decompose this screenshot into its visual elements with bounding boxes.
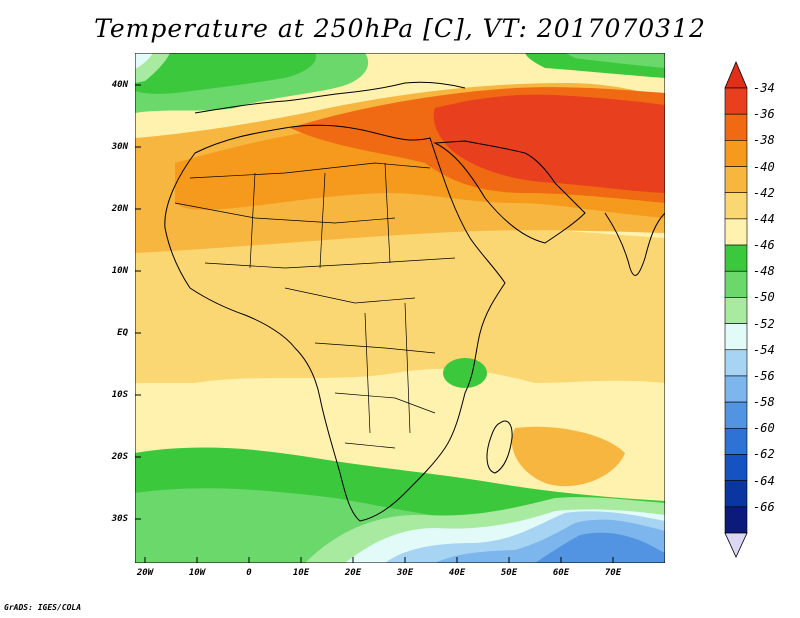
temperature-map [135,53,665,563]
colorbar-swatch [724,480,748,508]
colorbar-swatch [724,427,748,455]
lon-tick-70e: 70E [604,568,622,578]
field-band-40-south [511,426,625,487]
country-borders [174,162,456,449]
colorbar-swatch [724,297,748,324]
lon-tick-10w: 10W [188,568,206,578]
colorbar-swatch [724,323,748,351]
colorbar-swatch [724,401,748,429]
colorbar-label: -44 [753,211,775,226]
colorbar-label: -42 [753,185,775,200]
colorbar-swatch [724,87,748,115]
colorbar-label: -48 [753,264,775,279]
field-band-42 [135,227,665,383]
lat-tick-30s: 30S [111,514,128,524]
colorbar-label: -56 [753,368,775,383]
lon-tick-40e: 40E [448,568,466,578]
colorbar-overflow-triangle [724,60,748,89]
colorbar [724,60,748,558]
lon-tick-10e: 10E [292,568,310,578]
colorbar-label: -64 [753,473,775,488]
colorbar-swatch [724,218,748,246]
colorbar-swatch [724,140,748,167]
colorbar-swatch [724,506,748,534]
india-coastline [604,212,665,276]
field-south-58 [535,532,665,563]
colorbar-label: -36 [753,107,775,122]
colorbar-label: -40 [753,159,775,174]
field-northeast-48 [565,53,665,68]
lat-tick-eq: EQ [117,328,128,338]
colorbar-label: -38 [753,133,775,148]
coastlines [164,81,665,522]
colorbar-label: -52 [753,316,775,331]
field-north-46 [135,53,316,94]
colorbar-swatch [724,375,748,403]
colorbar-label: -62 [753,447,775,462]
colorbar-swatch [724,349,748,377]
lat-tick-20n: 20N [111,204,128,214]
colorbar-label: -58 [753,395,775,410]
colorbar-swatch [724,166,748,194]
lat-tick-40n: 40N [111,80,128,90]
lat-tick-20s: 20S [111,452,128,462]
lon-tick-30e: 30E [396,568,414,578]
footer-credit: GrADS: IGES/COLA [4,603,82,612]
lat-tick-30n: 30N [111,142,128,152]
axis-ticks [135,84,614,563]
colorbar-swatch [724,192,748,220]
colorbar-label: -60 [753,421,775,436]
lon-tick-60e: 60E [552,568,570,578]
colorbar-label: -66 [753,499,775,514]
colorbar-swatch [724,454,748,481]
lat-tick-10n: 10N [111,266,128,276]
madagascar-coastline [486,420,513,474]
lon-tick-20w: 20W [136,568,154,578]
colorbar-swatch [724,270,748,298]
lon-tick-20e: 20E [344,568,362,578]
colorbar-label: -46 [753,238,775,253]
colorbar-label: -34 [753,81,775,95]
colorbar-swatch [724,113,748,141]
africa-coastline [164,124,506,522]
lat-tick-10s: 10S [111,390,128,400]
colorbar-underflow-triangle [724,532,748,558]
arabia-coastline [433,140,586,244]
lon-tick-50e: 50E [500,568,518,578]
colorbar-label: -54 [753,342,775,357]
field-core-34 [433,94,665,193]
colorbar-swatch [724,244,748,272]
colorbar-label: -50 [753,290,775,305]
chart-title: Temperature at 250hPa [C], VT: 201707031… [94,14,706,43]
field-east-africa-46 [443,358,487,388]
europe-coastline [194,81,466,114]
lon-tick-0: 0 [246,568,252,578]
field-north-52 [135,53,153,69]
